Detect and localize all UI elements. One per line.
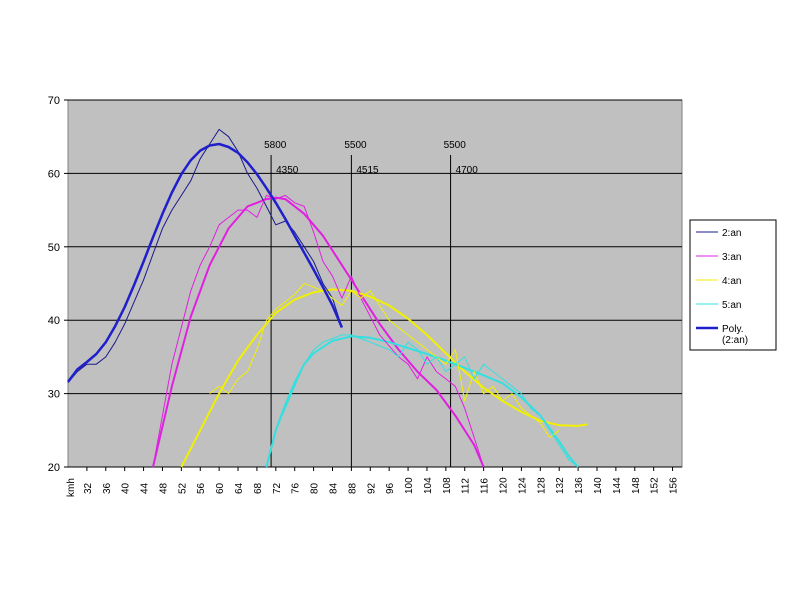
plot-area bbox=[67, 99, 683, 468]
y-tick-label: 30 bbox=[48, 389, 60, 401]
x-tick-label: 120 bbox=[499, 477, 510, 494]
y-axis-ticks: 20 30 40 50 60 70 bbox=[48, 95, 68, 474]
x-axis-ticks: kmh 32 36 40 44 48 52 56 60 64 68 72 76 80 84 88 92 96 100… bbox=[66, 466, 682, 497]
x-tick-label: 92 bbox=[366, 482, 377, 494]
legend-label: 4:an bbox=[722, 276, 741, 287]
y-tick-label: 20 bbox=[48, 462, 60, 474]
series-line bbox=[209, 283, 560, 439]
x-tick-label: 152 bbox=[650, 477, 661, 494]
reference-bottom-label: 4350 bbox=[276, 165, 299, 176]
x-unit-label: kmh bbox=[66, 478, 77, 497]
series-group bbox=[67, 128, 588, 468]
x-tick-label: 116 bbox=[480, 478, 491, 494]
series-line bbox=[67, 142, 344, 383]
x-tick-label: 72 bbox=[272, 482, 283, 494]
series-line bbox=[180, 288, 588, 468]
reference-top-label: 5500 bbox=[444, 140, 467, 151]
x-tick-label: 88 bbox=[347, 482, 358, 494]
reference-bottom-label: 4515 bbox=[356, 165, 379, 176]
x-tick-label: 128 bbox=[536, 477, 547, 494]
x-tick-label: 52 bbox=[177, 482, 188, 494]
x-tick-label: 60 bbox=[215, 482, 226, 494]
x-tick-label: 108 bbox=[442, 477, 453, 494]
x-tick-label: 132 bbox=[555, 477, 566, 494]
reference-top-label: 5800 bbox=[264, 140, 287, 151]
x-tick-label: 64 bbox=[234, 482, 245, 494]
legend-label: 5:an bbox=[722, 300, 741, 311]
series-line bbox=[265, 335, 579, 468]
series-line bbox=[67, 128, 343, 383]
y-tick-label: 70 bbox=[48, 95, 60, 107]
x-tick-label: 144 bbox=[612, 477, 623, 494]
reference-lines: 5800 4350 5500 4515 5500 4700 bbox=[264, 140, 478, 467]
legend-label: (2:an) bbox=[722, 335, 748, 346]
x-tick-label: 80 bbox=[310, 482, 321, 494]
x-tick-label: 56 bbox=[196, 482, 207, 494]
x-tick-label: 156 bbox=[669, 477, 680, 494]
x-tick-label: 84 bbox=[328, 482, 339, 494]
series-line bbox=[265, 334, 579, 468]
x-tick-label: 48 bbox=[158, 482, 169, 494]
x-tick-label: 136 bbox=[574, 477, 585, 494]
x-tick-label: 112 bbox=[461, 478, 472, 494]
x-tick-label: 68 bbox=[253, 482, 264, 494]
legend-label: Poly. bbox=[722, 324, 744, 335]
series-line bbox=[152, 194, 485, 468]
x-tick-label: 140 bbox=[593, 477, 604, 494]
x-tick-label: 40 bbox=[121, 482, 132, 494]
x-tick-label: 32 bbox=[83, 482, 94, 494]
reference-bottom-label: 4700 bbox=[456, 165, 479, 176]
legend-label: 3:an bbox=[722, 252, 741, 263]
reference-top-label: 5500 bbox=[344, 140, 367, 151]
x-tick-label: 44 bbox=[140, 482, 151, 494]
x-tick-label: 76 bbox=[291, 482, 302, 494]
legend: 2:an 3:an 4:an 5:an Poly.(2:an) bbox=[689, 219, 777, 351]
series-line bbox=[152, 196, 485, 468]
x-tick-label: 36 bbox=[102, 482, 113, 494]
x-tick-label: 104 bbox=[423, 477, 434, 494]
y-tick-label: 40 bbox=[48, 315, 60, 327]
y-tick-label: 50 bbox=[48, 242, 60, 254]
x-tick-label: 148 bbox=[631, 477, 642, 494]
y-tick-label: 60 bbox=[48, 168, 60, 180]
x-tick-label: 100 bbox=[404, 477, 415, 494]
x-tick-label: 96 bbox=[385, 482, 396, 494]
x-tick-label: 124 bbox=[517, 477, 528, 494]
legend-label: 2:an bbox=[722, 228, 741, 239]
